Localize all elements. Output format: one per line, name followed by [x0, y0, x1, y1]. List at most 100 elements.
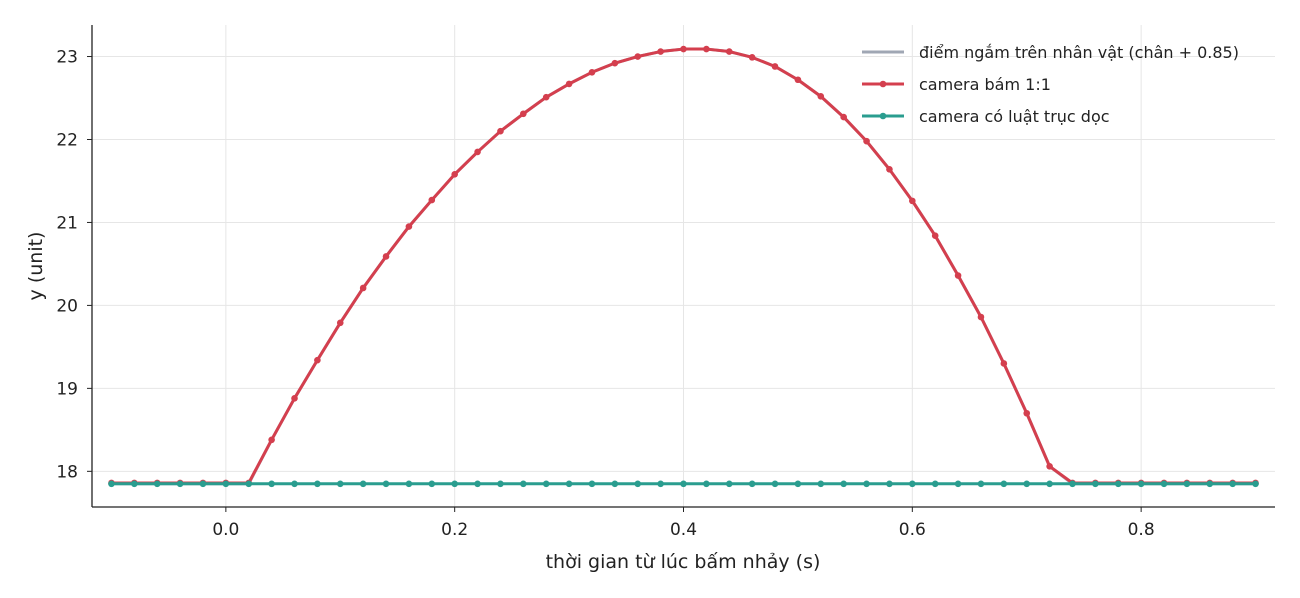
- series-layer: [108, 45, 1259, 488]
- y-tick-label: 19: [56, 379, 78, 399]
- data-point: [131, 480, 138, 488]
- data-point: [977, 480, 985, 488]
- data-point: [268, 480, 275, 488]
- data-point: [657, 480, 664, 488]
- data-point: [199, 480, 207, 488]
- data-point: [794, 76, 802, 84]
- data-point: [725, 480, 733, 488]
- data-point: [474, 480, 481, 488]
- data-point: [153, 480, 161, 488]
- data-point: [268, 436, 275, 444]
- data-point: [725, 48, 733, 55]
- data-point: [1160, 480, 1168, 488]
- data-point: [451, 171, 458, 178]
- data-point: [634, 480, 642, 488]
- x-axis-label: thời gian từ lúc bấm nhảy (s): [546, 551, 821, 573]
- data-point: [497, 127, 504, 135]
- data-point: [794, 480, 802, 488]
- data-point: [1183, 480, 1191, 488]
- x-tick-label: 0.2: [441, 520, 468, 540]
- data-point: [840, 480, 847, 488]
- data-point: [863, 480, 870, 488]
- data-point: [1023, 409, 1031, 417]
- y-tick-label: 22: [56, 130, 78, 150]
- data-point: [977, 313, 985, 321]
- data-point: [1114, 480, 1122, 488]
- data-point: [542, 93, 550, 101]
- data-point: [359, 284, 367, 292]
- data-point: [909, 197, 916, 205]
- data-point: [1137, 480, 1145, 488]
- data-point: [1092, 480, 1099, 488]
- grid-lines: [92, 25, 1275, 507]
- data-point: [336, 319, 344, 327]
- data-point: [291, 480, 298, 488]
- data-point: [245, 480, 253, 488]
- data-point: [520, 110, 527, 118]
- data-point: [565, 480, 573, 488]
- data-point: [1069, 480, 1076, 488]
- data-point: [954, 272, 962, 279]
- data-point: [931, 480, 939, 488]
- data-point: [451, 480, 458, 488]
- data-point: [657, 48, 664, 55]
- data-point: [817, 480, 825, 488]
- data-point: [634, 53, 642, 60]
- data-point: [382, 253, 390, 260]
- data-point: [954, 480, 962, 488]
- ticks: 0.0 0.2 0.4 0.6 0.8 18 19 20 21 22 23: [56, 48, 1154, 540]
- data-point: [748, 54, 756, 61]
- legend-label: camera bám 1:1: [919, 75, 1051, 94]
- data-point: [680, 45, 687, 53]
- data-point: [680, 480, 687, 488]
- data-point: [520, 480, 527, 488]
- data-point: [771, 63, 779, 70]
- data-point: [611, 480, 619, 488]
- y-tick-label: 23: [56, 48, 78, 68]
- data-point: [542, 480, 550, 488]
- data-point: [428, 196, 436, 204]
- legend-label: camera có luật trục dọc: [919, 107, 1110, 126]
- data-point: [703, 45, 710, 53]
- data-point: [382, 480, 390, 488]
- data-point: [428, 480, 436, 488]
- data-point: [474, 148, 481, 156]
- series-2: [108, 480, 1259, 488]
- data-point: [1023, 480, 1031, 488]
- legend-marker: [879, 80, 887, 88]
- legend-label: điểm ngắm trên nhân vật (chân + 0.85): [919, 43, 1239, 62]
- data-point: [886, 480, 893, 488]
- y-tick-label: 20: [56, 296, 78, 316]
- data-point: [909, 480, 916, 488]
- x-tick-label: 0.4: [670, 520, 697, 540]
- data-point: [886, 166, 893, 173]
- data-point: [817, 93, 825, 100]
- data-point: [771, 480, 779, 488]
- x-tick-label: 0.6: [899, 520, 926, 540]
- y-tick-label: 18: [56, 462, 78, 482]
- data-point: [1000, 480, 1008, 488]
- data-point: [108, 480, 115, 488]
- data-point: [840, 113, 847, 121]
- data-point: [359, 480, 367, 488]
- data-point: [1000, 360, 1008, 367]
- y-tick-label: 21: [56, 213, 78, 233]
- data-point: [1229, 480, 1236, 488]
- data-point: [863, 137, 870, 145]
- y-axis-label: y (unit): [25, 232, 47, 301]
- data-point: [314, 356, 321, 364]
- data-point: [748, 480, 756, 488]
- data-point: [405, 223, 413, 230]
- data-point: [314, 480, 321, 488]
- data-point: [1252, 480, 1259, 488]
- data-point: [931, 232, 939, 240]
- x-tick-label: 0.8: [1128, 520, 1155, 540]
- legend: điểm ngắm trên nhân vật (chân + 0.85) cam…: [862, 43, 1239, 126]
- data-point: [405, 480, 413, 488]
- data-point: [1046, 463, 1053, 470]
- data-point: [565, 80, 573, 88]
- data-point: [291, 395, 298, 402]
- data-point: [1206, 480, 1214, 488]
- data-point: [611, 59, 619, 67]
